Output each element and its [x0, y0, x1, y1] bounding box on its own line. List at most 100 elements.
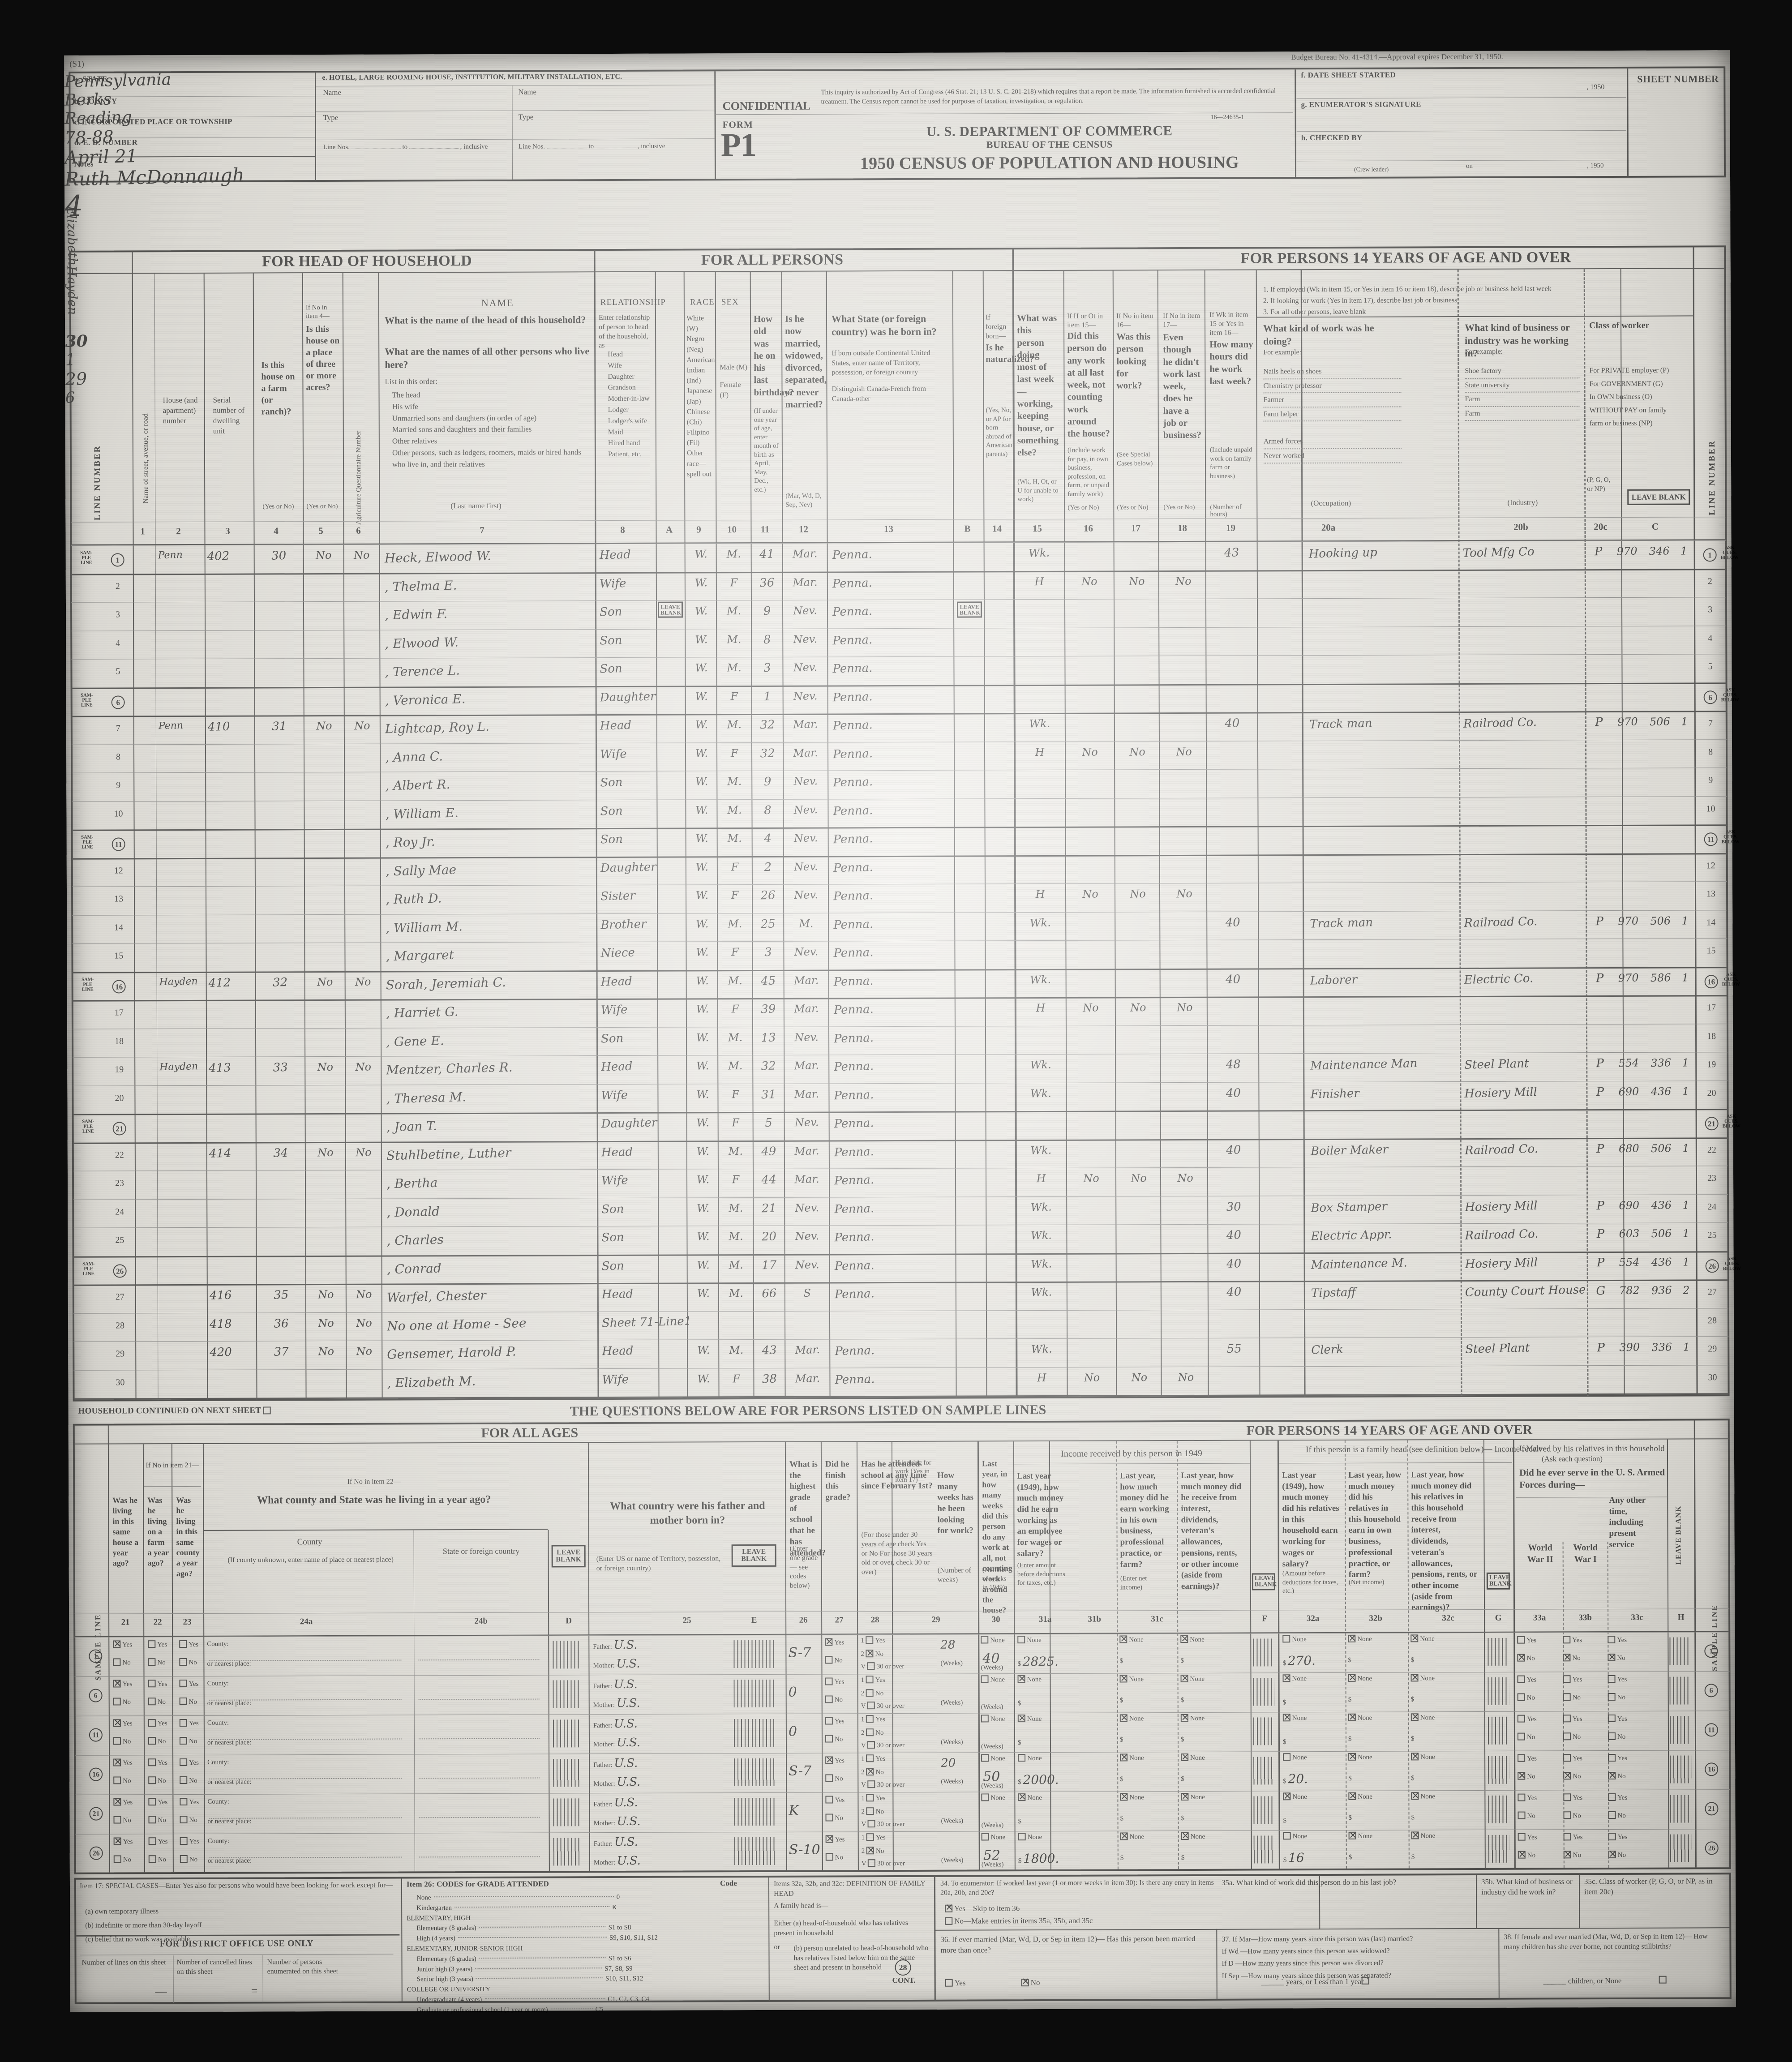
c31c-none-checkbox[interactable]	[1180, 1674, 1188, 1683]
cell-birthplace[interactable]: Penna.	[834, 1344, 875, 1359]
cell-item15[interactable]: Wk.	[1031, 1342, 1052, 1356]
cell-relationship[interactable]: Head	[600, 974, 633, 989]
cell-code-1[interactable]: 603	[1619, 1227, 1640, 1240]
sample-c31c-amount[interactable]: $	[1180, 1657, 1184, 1665]
sample-c31a-none[interactable]: None	[1018, 1793, 1072, 1802]
c30-none-checkbox[interactable]	[981, 1675, 989, 1683]
c23-yes-checkbox[interactable]	[180, 1758, 188, 1766]
cell-birthplace[interactable]: Penna.	[832, 661, 873, 676]
cell-relationship[interactable]: Head	[600, 1059, 633, 1074]
sample-c32c-none[interactable]: None	[1411, 1831, 1470, 1840]
sample-c30-none[interactable]: None	[981, 1636, 1016, 1645]
cell-farm[interactable]: No	[317, 1288, 334, 1301]
cell-age[interactable]: 9	[763, 604, 771, 618]
c33a-no-checkbox[interactable]	[1517, 1693, 1525, 1701]
c28-no-checkbox[interactable]	[866, 1689, 874, 1697]
c31b-none-checkbox[interactable]	[1120, 1832, 1128, 1840]
cell-age[interactable]: 49	[761, 1145, 776, 1158]
cell-sex[interactable]: F	[731, 888, 739, 902]
c32a-none-checkbox[interactable]	[1283, 1832, 1291, 1840]
sample-c31c-amount[interactable]: $	[1181, 1775, 1184, 1783]
q38-none-checkbox[interactable]	[1659, 1976, 1667, 1984]
cell-code-2[interactable]: 506	[1651, 1141, 1672, 1155]
sample-c28-yes[interactable]: 1 Yes	[861, 1754, 886, 1763]
cell-industry[interactable]: Railroad Co.	[1463, 914, 1538, 930]
cell-birthplace[interactable]: Penna.	[834, 1088, 874, 1102]
c33c-no-checkbox[interactable]	[1608, 1850, 1616, 1859]
c22-no-checkbox[interactable]	[148, 1737, 156, 1745]
cell-race[interactable]: W.	[695, 604, 708, 617]
cell-birthplace[interactable]: Penna.	[832, 775, 873, 790]
sample-c28-no[interactable]: 2 No	[861, 1689, 884, 1698]
cell-birthplace[interactable]: Penna.	[834, 1258, 875, 1273]
cell-hours[interactable]: 48	[1226, 1058, 1241, 1072]
cell-marital[interactable]: Nev.	[793, 689, 818, 703]
c21-no-checkbox[interactable]	[113, 1816, 121, 1824]
cell-birthplace[interactable]: Penna.	[833, 917, 874, 932]
sample-c31b-amount[interactable]: $	[1120, 1815, 1124, 1822]
sample-c29-value[interactable]: 28	[940, 1638, 956, 1652]
sample-state-blank[interactable]	[419, 1772, 547, 1781]
sample-c31a-none[interactable]: None	[1017, 1715, 1072, 1723]
c32c-none-checkbox[interactable]	[1411, 1792, 1419, 1800]
cell-marital[interactable]: Mar.	[793, 1002, 819, 1016]
sample-c33a-yes[interactable]: Yes	[1517, 1636, 1558, 1645]
c27-yes-checkbox[interactable]	[825, 1835, 833, 1843]
sample-c30-none[interactable]: None	[981, 1754, 1016, 1763]
cell-birthplace[interactable]: Penna.	[832, 548, 872, 562]
sample-c28-yes[interactable]: 1 Yes	[861, 1715, 885, 1723]
sample-c31a-none[interactable]: None	[1018, 1833, 1072, 1842]
cell-sex[interactable]: F	[731, 945, 739, 959]
cell-birthplace[interactable]: Penna.	[834, 1230, 875, 1245]
sample-c31a-amount[interactable]: $ 2000.	[1018, 1772, 1059, 1788]
sample-c28-no[interactable]: 2 No	[861, 1807, 884, 1816]
sample-c23-no[interactable]: No	[180, 1816, 208, 1825]
cell-relationship[interactable]: Son	[601, 1202, 624, 1216]
cell-birthplace[interactable]: Penna.	[834, 1201, 875, 1216]
sample-c33b-no[interactable]: No	[1563, 1851, 1605, 1860]
sample-c32c-none[interactable]: None	[1411, 1753, 1469, 1762]
cell-code-1[interactable]: 554	[1618, 1056, 1639, 1070]
cell-sex[interactable]: M.	[727, 775, 742, 788]
cell-code-2[interactable]: 506	[1650, 914, 1671, 927]
cell-code-3[interactable]: 1	[1682, 1227, 1690, 1240]
cell-acres[interactable]: No	[356, 1316, 373, 1329]
sample-c31c-amount[interactable]: $	[1181, 1854, 1185, 1862]
c27-no-checkbox[interactable]	[825, 1813, 833, 1822]
c27-yes-checkbox[interactable]	[825, 1677, 833, 1685]
c28-no-checkbox[interactable]	[866, 1807, 874, 1815]
sample-c28-no[interactable]: 2 No	[861, 1768, 928, 1777]
cell-relationship[interactable]: Daughter	[600, 689, 656, 704]
cell-item17[interactable]: No	[1130, 1171, 1147, 1185]
c28-30over-checkbox[interactable]	[868, 1859, 876, 1867]
sample-c21-no[interactable]: No	[113, 1776, 142, 1785]
cell-relationship[interactable]: Head	[601, 1287, 634, 1302]
c27-yes-checkbox[interactable]	[825, 1717, 833, 1725]
c23-yes-checkbox[interactable]	[180, 1798, 188, 1806]
cell-race[interactable]: W.	[695, 746, 708, 760]
sample-c32b-amount[interactable]: $	[1348, 1696, 1352, 1703]
q37-less-than-year-checkbox[interactable]	[1361, 1976, 1369, 1985]
cell-marital[interactable]: Nev.	[793, 632, 818, 646]
cell-item15[interactable]: H	[1035, 746, 1045, 759]
sample-c31c-none[interactable]: None	[1181, 1753, 1243, 1762]
cell-birthplace[interactable]: Penna.	[835, 1372, 875, 1387]
sample-c22-no[interactable]: No	[148, 1855, 177, 1864]
cell-sex[interactable]: M.	[728, 1031, 743, 1044]
sample-c33b-no[interactable]: No	[1563, 1693, 1604, 1702]
sample-state-blank[interactable]	[419, 1851, 547, 1860]
cell-birthplace[interactable]: Penna.	[833, 974, 874, 989]
c31a-none-checkbox[interactable]	[1018, 1833, 1026, 1841]
sample-c31b-amount[interactable]: $	[1119, 1657, 1123, 1665]
sample-c32c-amount[interactable]: $	[1411, 1853, 1415, 1861]
c31b-none-checkbox[interactable]	[1120, 1793, 1128, 1801]
cell-hours[interactable]: 40	[1226, 1143, 1241, 1157]
c28-30over-checkbox[interactable]	[867, 1741, 875, 1749]
sample-c22-yes[interactable]: Yes	[148, 1719, 177, 1728]
sample-c31b-amount[interactable]: $	[1120, 1775, 1123, 1783]
sample-c22-no[interactable]: No	[148, 1776, 177, 1785]
sample-c28-yes[interactable]: 1 Yes	[861, 1833, 886, 1842]
c33a-no-checkbox[interactable]	[1518, 1772, 1526, 1780]
cell-code-3[interactable]: 1	[1681, 715, 1688, 728]
q36-yes-checkbox[interactable]	[945, 1979, 953, 1987]
